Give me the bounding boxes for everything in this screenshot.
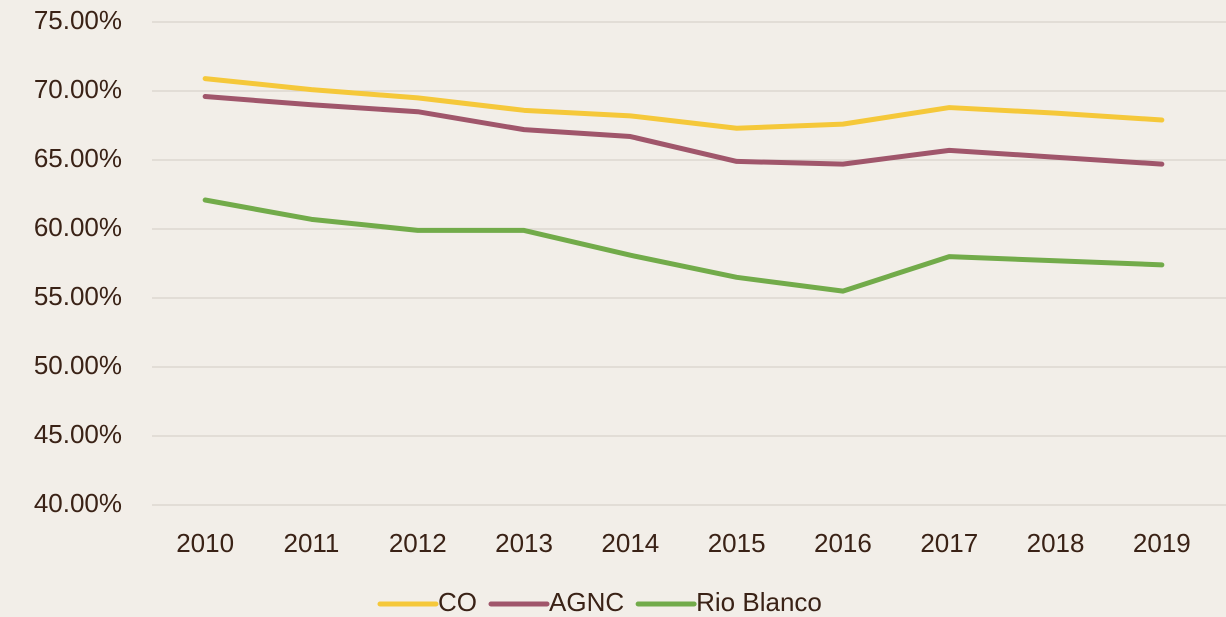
y-tick-label: 55.00% xyxy=(34,281,122,311)
y-tick-label: 40.00% xyxy=(34,488,122,518)
series-line xyxy=(202,94,1165,167)
x-tick-label: 2011 xyxy=(283,528,339,558)
y-tick-label: 70.00% xyxy=(34,74,122,104)
x-tick-label: 2014 xyxy=(601,528,659,558)
x-tick-label: 2013 xyxy=(495,528,553,558)
y-tick-label: 45.00% xyxy=(34,419,122,449)
legend-label: Rio Blanco xyxy=(696,587,822,617)
x-tick-label: 2015 xyxy=(708,528,766,558)
x-tick-label: 2018 xyxy=(1027,528,1085,558)
series-line xyxy=(202,197,1165,294)
y-tick-label: 60.00% xyxy=(34,212,122,242)
legend-label: AGNC xyxy=(549,587,624,617)
y-tick-label: 50.00% xyxy=(34,350,122,380)
y-tick-label: 65.00% xyxy=(34,143,122,173)
x-tick-label: 2016 xyxy=(814,528,872,558)
legend-label: CO xyxy=(438,587,477,617)
x-tick-label: 2012 xyxy=(389,528,447,558)
x-tick-label: 2017 xyxy=(920,528,978,558)
y-tick-label: 75.00% xyxy=(34,5,122,35)
series-line xyxy=(202,76,1165,131)
x-tick-label: 2010 xyxy=(176,528,234,558)
x-tick-label: 2019 xyxy=(1133,528,1191,558)
legend: CO AGNC Rio Blanco xyxy=(377,587,822,617)
